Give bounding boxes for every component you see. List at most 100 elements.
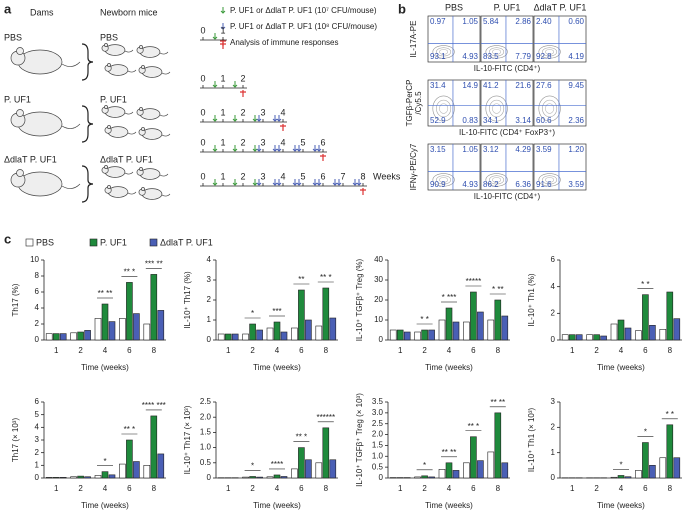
newborn-mouse: [136, 167, 169, 180]
bar: [305, 459, 312, 479]
offspring-label: ΔdlaT P. UF1: [100, 154, 153, 164]
x-tick-label: 6: [643, 346, 648, 355]
x-axis-label: Time (weeks): [425, 501, 473, 510]
mouse-tail: [161, 193, 171, 197]
bar: [291, 327, 298, 341]
mouse-tail: [124, 111, 134, 115]
timeline-label: 3: [260, 137, 265, 147]
arrow: [256, 179, 262, 186]
contour: [545, 49, 555, 55]
contour: [436, 175, 452, 185]
mouse-tail: [161, 71, 171, 75]
bar: [396, 329, 404, 341]
y-axis-label: IL-10⁺ Th1 (%): [527, 273, 536, 326]
timeline-label: 1: [220, 137, 225, 147]
contour: [545, 177, 555, 183]
bar: [119, 318, 126, 341]
timeline-label: 4: [280, 137, 285, 147]
x-axis-label: Time (weeks): [597, 363, 645, 372]
y-tick-label: 3.0: [372, 408, 384, 417]
bar: [666, 424, 674, 479]
bar: [600, 335, 607, 341]
timeline-unit: Weeks: [373, 171, 401, 181]
arrow: [272, 145, 278, 152]
dam-mouse: [10, 169, 81, 197]
bar: [143, 323, 151, 341]
timeline-label: 5: [300, 137, 305, 147]
mouse-ear: [141, 65, 145, 69]
bar: [84, 476, 91, 479]
bracket: [81, 165, 94, 203]
quadrant-percent: 4.93: [462, 52, 478, 61]
newborn-mouse: [138, 127, 171, 140]
mouse-ear: [139, 167, 143, 171]
bar: [280, 476, 288, 479]
arrow: [272, 179, 278, 186]
bar: [428, 476, 435, 479]
arrow: [272, 115, 278, 122]
x-axis-label: Time (weeks): [253, 363, 301, 372]
quadrant-percent: 4.29: [515, 145, 531, 154]
arrow: [212, 33, 218, 40]
bar: [143, 465, 151, 479]
bar: [445, 462, 453, 479]
arrow: [332, 179, 338, 186]
timeline-label: 6: [320, 137, 325, 147]
quadrant-percent: 9.45: [568, 81, 584, 90]
bar: [624, 327, 632, 341]
bar: [501, 315, 509, 341]
quadrant-percent: 2.40: [536, 17, 552, 26]
flow-plot: [480, 15, 534, 63]
y-tick-label: 4: [551, 282, 556, 291]
y-tick-label: 1: [35, 460, 40, 469]
x-tick-label: 8: [324, 346, 329, 355]
quadrant-percent: 0.97: [430, 17, 446, 26]
significance-stars: ** *: [296, 433, 308, 442]
mouse-ear: [16, 109, 24, 117]
mouse-body: [17, 111, 63, 137]
x-tick-label: 4: [103, 484, 108, 493]
bar: [52, 333, 60, 341]
column-header: ΔdlaT P. UF1: [534, 2, 587, 12]
y-tick-label: 20: [374, 295, 383, 304]
quadrant-percent: 3.12: [483, 145, 499, 154]
quadrant-percent: 83.5: [483, 52, 499, 61]
y-axis-label: IL-10⁺ Th17 (%): [183, 271, 192, 329]
x-axis-label: IL-10-FITC (CD4⁺ FoxP3⁺): [459, 128, 555, 137]
bar: [70, 332, 77, 341]
quadrant-percent: 0.60: [568, 17, 584, 26]
x-tick-label: 2: [594, 346, 599, 355]
bar: [119, 463, 126, 479]
y-axis-label: IL-10⁺ Th1 (× 10³): [527, 408, 536, 473]
y-axis-label: IL-10⁺ TGFβ⁺ Treg (%): [355, 258, 364, 341]
bar: [231, 333, 239, 341]
y-tick-label: 2: [551, 308, 556, 317]
contour: [489, 175, 505, 185]
mouse-ear: [141, 127, 145, 131]
contour: [492, 103, 502, 114]
timeline-label: 0: [200, 73, 205, 83]
y-tick-label: 40: [374, 255, 383, 264]
bar: [242, 333, 249, 341]
y-tick-label: 0: [35, 473, 40, 482]
bar: [280, 331, 288, 341]
cross: [240, 90, 246, 97]
significance-stars: ** **: [490, 398, 505, 407]
y-tick-label: 0: [551, 473, 556, 482]
timeline-label: 1: [220, 25, 225, 35]
contour: [439, 177, 449, 183]
x-tick-label: 1: [54, 346, 59, 355]
bar: [649, 465, 656, 479]
significance-stars: ** *: [124, 268, 136, 277]
significance-stars: ** *: [124, 425, 136, 434]
x-tick-label: 4: [103, 346, 108, 355]
quadrant-percent: 5.84: [483, 17, 499, 26]
bar: [438, 469, 446, 479]
bar: [421, 329, 428, 341]
x-tick-label: 1: [398, 484, 403, 493]
x-axis-label: Time (weeks): [597, 501, 645, 510]
mouse-ear: [16, 47, 24, 55]
x-tick-label: 1: [54, 484, 59, 493]
bar: [101, 471, 109, 479]
y-tick-label: 1: [207, 315, 212, 324]
